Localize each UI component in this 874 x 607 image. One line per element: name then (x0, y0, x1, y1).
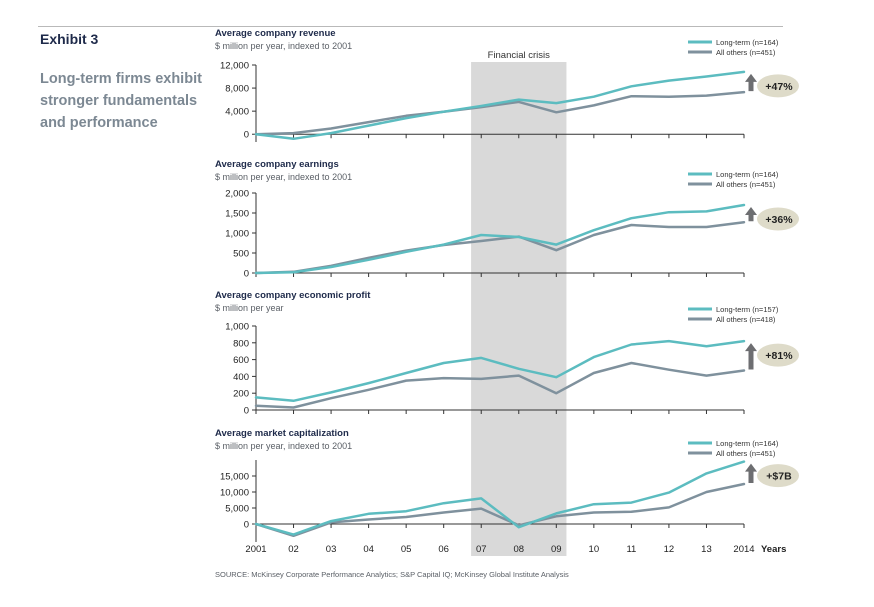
change-badge (757, 74, 799, 98)
series-line-long-term (254, 339, 746, 403)
series-line-all-others (254, 361, 746, 409)
crisis-label: Financial crisis (488, 50, 551, 61)
change-badge (757, 343, 799, 367)
legend-label-all-others: All others (n=418) (716, 315, 776, 324)
x-tick-label: 2001 (245, 544, 266, 555)
y-tick-label: 0 (244, 130, 249, 141)
legend-label-long-term: Long-term (n=157) (716, 305, 779, 314)
y-tick-label: 15,000 (220, 472, 249, 483)
x-tick-label: 11 (626, 544, 636, 555)
x-tick-label: 07 (476, 544, 487, 555)
y-tick-label: 5,000 (225, 504, 249, 515)
exhibit-label: Exhibit 3 (40, 31, 99, 47)
market-cap-chart-title: Average market capitalization (215, 428, 349, 439)
x-tick-label: 2014 (733, 544, 754, 555)
y-tick-label: 0 (244, 406, 249, 417)
series-line-long-term (254, 70, 746, 141)
up-arrow-icon (745, 207, 757, 222)
x-tick-label: 04 (363, 544, 374, 555)
x-tick-label: 05 (401, 544, 412, 555)
crisis-band (471, 62, 567, 556)
y-tick-label: 4,000 (225, 107, 249, 118)
economic-profit-chart-subtitle: $ million per year (215, 303, 284, 313)
top-rule (38, 26, 783, 27)
change-label: +81% (765, 350, 793, 362)
change-label: +36% (765, 214, 793, 226)
legend-label-all-others: All others (n=451) (716, 449, 776, 458)
x-tick-label: 10 (589, 544, 600, 555)
revenue-chart-title: Average company revenue (215, 28, 336, 39)
x-tick-label: 12 (664, 544, 675, 555)
y-tick-label: 200 (233, 389, 249, 400)
series-line-all-others (254, 220, 746, 275)
x-tick-label: 06 (438, 544, 449, 555)
change-label: +$7B (766, 471, 792, 483)
economic-profit-chart-title: Average company economic profit (215, 290, 371, 301)
x-tick-label: 08 (513, 544, 524, 555)
series-line-all-others (254, 482, 746, 538)
y-tick-label: 500 (233, 249, 249, 260)
y-tick-label: 10,000 (220, 488, 249, 499)
y-tick-label: 400 (233, 372, 249, 383)
earnings-chart-subtitle: $ million per year, indexed to 2001 (215, 172, 353, 182)
x-tick-label: 09 (551, 544, 562, 555)
revenue-chart-subtitle: $ million per year, indexed to 2001 (215, 41, 353, 51)
legend-label-all-others: All others (n=451) (716, 180, 776, 189)
y-tick-label: 2,000 (225, 189, 249, 200)
market-cap-chart-subtitle: $ million per year, indexed to 2001 (215, 441, 353, 451)
legend-label-long-term: Long-term (n=164) (716, 170, 779, 179)
x-tick-label: 13 (701, 544, 712, 555)
legend-label-long-term: Long-term (n=164) (716, 439, 779, 448)
up-arrow-icon (745, 463, 757, 483)
x-tick-label: 03 (326, 544, 337, 555)
legend-label-all-others: All others (n=451) (716, 48, 776, 57)
x-tick-label: 02 (288, 544, 299, 555)
y-tick-label: 8,000 (225, 84, 249, 95)
legend-label-long-term: Long-term (n=164) (716, 38, 779, 47)
y-tick-label: 800 (233, 338, 249, 349)
x-axis-title: Years (761, 544, 786, 555)
series-line-long-term (254, 460, 746, 536)
y-tick-label: 1,000 (225, 229, 249, 240)
y-tick-label: 12,000 (220, 61, 249, 72)
change-label: +47% (765, 81, 793, 93)
up-arrow-icon (745, 73, 757, 92)
source-note: SOURCE: McKinsey Corporate Performance A… (215, 570, 569, 579)
y-tick-label: 600 (233, 355, 249, 366)
series-line-long-term (254, 203, 746, 275)
y-tick-label: 0 (244, 520, 249, 531)
y-tick-label: 1,000 (225, 322, 249, 333)
change-badge (757, 464, 799, 488)
series-line-all-others (254, 90, 746, 136)
earnings-chart-title: Average company earnings (215, 159, 339, 170)
page-heading: Long-term firms exhibit stronger fundame… (40, 71, 202, 131)
up-arrow-icon (745, 343, 757, 370)
y-tick-label: 1,500 (225, 209, 249, 220)
change-badge (757, 207, 799, 231)
y-tick-label: 0 (244, 269, 249, 280)
